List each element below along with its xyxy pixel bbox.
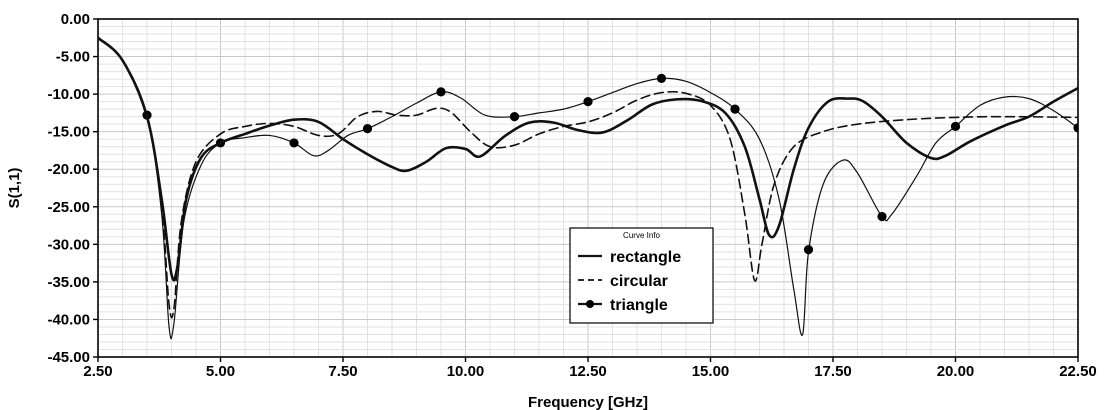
legend-entry-triangle[interactable]: triangle	[578, 297, 668, 314]
series-layer	[98, 36, 1078, 340]
series-line-circular	[98, 36, 1078, 319]
x-tick-label: 12.50	[569, 363, 607, 380]
series-rectangle	[98, 36, 1078, 282]
y-tick-label: -30.00	[47, 236, 90, 253]
y-tick-label: -40.00	[47, 311, 90, 328]
y-tick-label: -35.00	[47, 274, 90, 291]
legend-label-triangle: triangle	[610, 297, 668, 314]
y-tick-label: -25.00	[47, 199, 90, 216]
x-tick-label: 5.00	[206, 363, 235, 380]
series-marker-triangle	[583, 97, 593, 107]
x-tick-label: 17.50	[814, 363, 852, 380]
series-circular	[98, 36, 1078, 319]
y-tick-label: -20.00	[47, 161, 90, 178]
legend-label-circular: circular	[610, 273, 668, 290]
legend-title: Curve Info	[623, 231, 660, 240]
legend-marker-triangle	[586, 300, 594, 308]
series-marker-triangle	[362, 124, 373, 134]
legend-entry-circular[interactable]: circular	[578, 273, 668, 290]
legend-box	[569, 227, 714, 324]
axis-ticks: 2.50 5.00 7.50 10.00 12.50 15.00 17.50 20.00 22.…	[47, 11, 1096, 380]
series-triangle	[98, 37, 1078, 340]
series-marker-triangle	[730, 104, 740, 114]
x-tick-label: 7.50	[328, 363, 357, 380]
y-tick-label: -10.00	[47, 86, 90, 103]
series-marker-triangle	[950, 121, 961, 132]
series-marker-triangle	[656, 73, 667, 83]
series-marker-triangle	[1073, 123, 1078, 133]
y-tick-label: -45.00	[47, 349, 90, 366]
x-tick-label: 10.00	[447, 363, 485, 380]
x-axis-title: Frequency [GHz]	[528, 394, 648, 410]
y-tick-label: -15.00	[47, 124, 90, 141]
y-tick-label: 0.00	[61, 11, 90, 28]
series-marker-triangle	[509, 112, 520, 122]
y-tick-label: -5.00	[56, 49, 90, 66]
x-tick-label: 2.50	[83, 363, 112, 380]
series-marker-triangle	[877, 211, 887, 222]
legend[interactable]: Curve Info rectangle circular triangle	[569, 227, 714, 324]
legend-label-rectangle: rectangle	[610, 249, 681, 266]
series-marker-triangle	[436, 87, 446, 97]
x-tick-label: 22.50	[1059, 363, 1097, 380]
y-axis-title: S(1,1)	[6, 168, 23, 209]
x-tick-label: 20.00	[937, 363, 975, 380]
legend-entry-rectangle[interactable]: rectangle	[578, 249, 681, 266]
legend-entries: rectangle circular triangle	[578, 249, 681, 314]
series-marker-triangle	[289, 138, 299, 148]
series-marker-triangle	[803, 244, 814, 255]
x-tick-label: 15.00	[692, 363, 730, 380]
series-line-rectangle	[98, 36, 1078, 282]
